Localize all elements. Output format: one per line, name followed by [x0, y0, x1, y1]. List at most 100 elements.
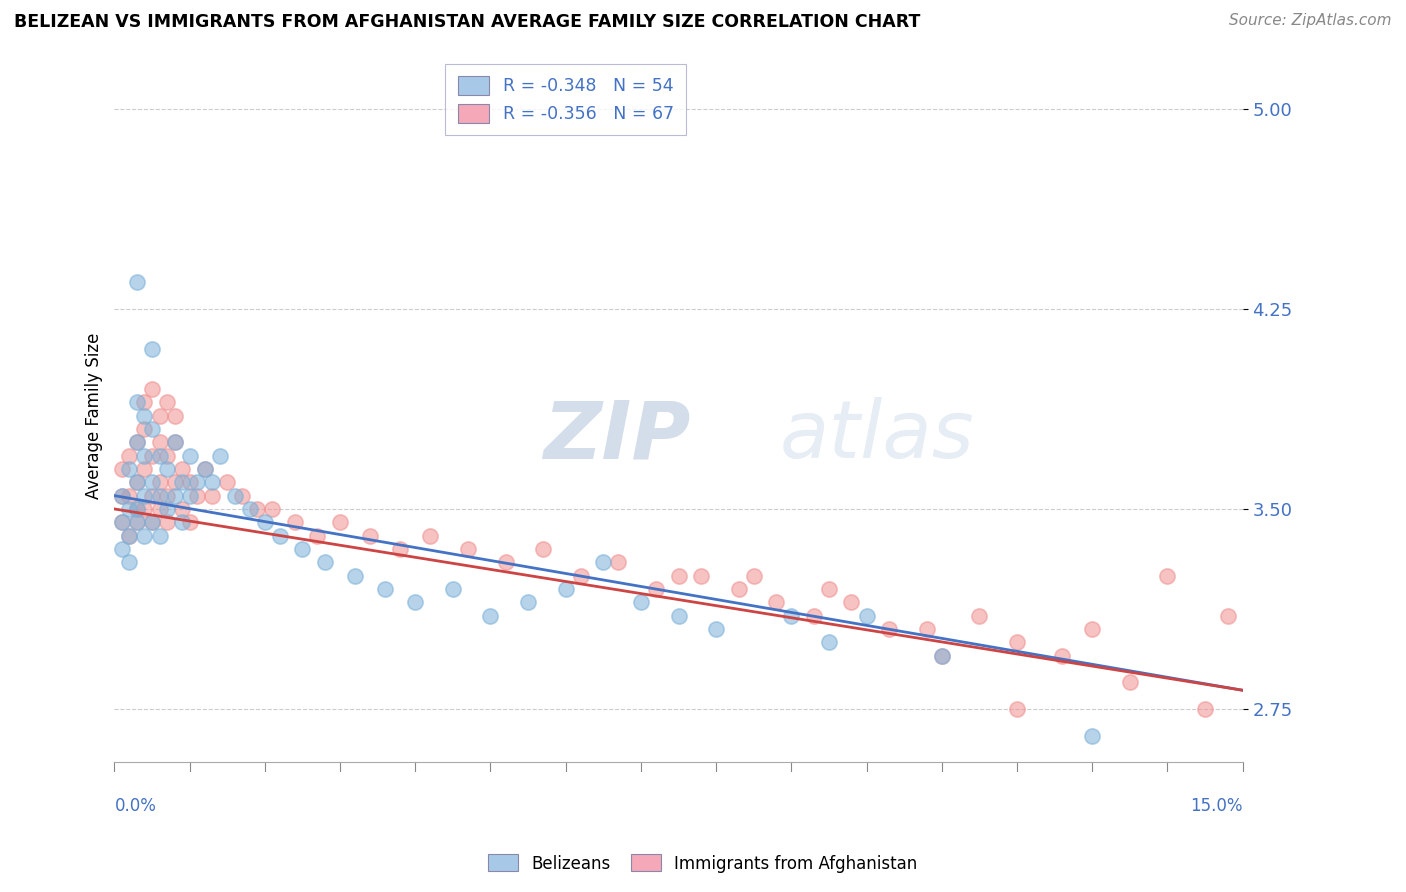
Point [780, 608, 803, 623]
Point [531, 541, 554, 556]
Point [118, 502, 141, 516]
Point [194, 462, 217, 476]
Point [186, 475, 208, 490]
Point [156, 489, 179, 503]
Point [111, 516, 134, 530]
Point [125, 502, 148, 516]
Point [359, 528, 381, 542]
Point [134, 462, 156, 476]
Point [818, 635, 841, 649]
Point [742, 568, 765, 582]
Point [419, 528, 441, 542]
Point [253, 516, 276, 530]
Point [877, 622, 900, 636]
Point [125, 475, 148, 490]
Point [148, 475, 170, 490]
Point [141, 449, 163, 463]
Point [111, 489, 134, 503]
Point [231, 489, 253, 503]
Point [172, 516, 194, 530]
Point [125, 502, 148, 516]
Point [389, 541, 412, 556]
Legend: R = -0.348   N = 54, R = -0.356   N = 67: R = -0.348 N = 54, R = -0.356 N = 67 [446, 64, 686, 136]
Point [134, 502, 156, 516]
Point [118, 528, 141, 542]
Point [179, 449, 201, 463]
Point [704, 622, 727, 636]
Point [111, 516, 134, 530]
Point [118, 449, 141, 463]
Point [803, 608, 825, 623]
Point [163, 409, 186, 423]
Point [125, 475, 148, 490]
Point [125, 435, 148, 450]
Point [1050, 648, 1073, 663]
Point [344, 568, 367, 582]
Point [148, 502, 170, 516]
Point [156, 516, 179, 530]
Point [134, 409, 156, 423]
Point [969, 608, 991, 623]
Point [246, 502, 269, 516]
Point [630, 595, 652, 609]
Point [931, 648, 953, 663]
Point [156, 502, 179, 516]
Point [1005, 702, 1028, 716]
Point [224, 489, 246, 503]
Text: BELIZEAN VS IMMIGRANTS FROM AFGHANISTAN AVERAGE FAMILY SIZE CORRELATION CHART: BELIZEAN VS IMMIGRANTS FROM AFGHANISTAN … [14, 13, 921, 31]
Point [1194, 702, 1216, 716]
Point [118, 489, 141, 503]
Point [172, 462, 194, 476]
Point [134, 489, 156, 503]
Point [118, 555, 141, 569]
Point [179, 475, 201, 490]
Point [569, 568, 592, 582]
Point [931, 648, 953, 663]
Point [690, 568, 713, 582]
Point [156, 462, 179, 476]
Point [1081, 622, 1104, 636]
Point [262, 502, 284, 516]
Point [134, 422, 156, 436]
Point [125, 395, 148, 409]
Point [179, 516, 201, 530]
Point [1119, 675, 1142, 690]
Text: 0.0%: 0.0% [114, 797, 156, 815]
Point [141, 422, 163, 436]
Point [194, 462, 217, 476]
Point [645, 582, 668, 596]
Point [239, 502, 262, 516]
Point [554, 582, 576, 596]
Point [163, 475, 186, 490]
Legend: Belizeans, Immigrants from Afghanistan: Belizeans, Immigrants from Afghanistan [482, 847, 924, 880]
Text: Source: ZipAtlas.com: Source: ZipAtlas.com [1229, 13, 1392, 29]
Point [125, 276, 148, 290]
Point [479, 608, 502, 623]
Point [915, 622, 938, 636]
Point [457, 541, 479, 556]
Point [404, 595, 426, 609]
Point [125, 516, 148, 530]
Point [495, 555, 517, 569]
Point [172, 475, 194, 490]
Point [841, 595, 863, 609]
Point [125, 435, 148, 450]
Point [148, 435, 170, 450]
Point [163, 435, 186, 450]
Point [111, 489, 134, 503]
Point [269, 528, 291, 542]
Point [141, 516, 163, 530]
Point [607, 555, 630, 569]
Point [307, 528, 329, 542]
Point [855, 608, 877, 623]
Point [172, 502, 194, 516]
Y-axis label: Average Family Size: Average Family Size [86, 333, 103, 499]
Point [118, 462, 141, 476]
Point [179, 489, 201, 503]
Point [441, 582, 464, 596]
Point [125, 516, 148, 530]
Point [668, 568, 690, 582]
Point [1005, 635, 1028, 649]
Point [201, 475, 224, 490]
Point [141, 342, 163, 356]
